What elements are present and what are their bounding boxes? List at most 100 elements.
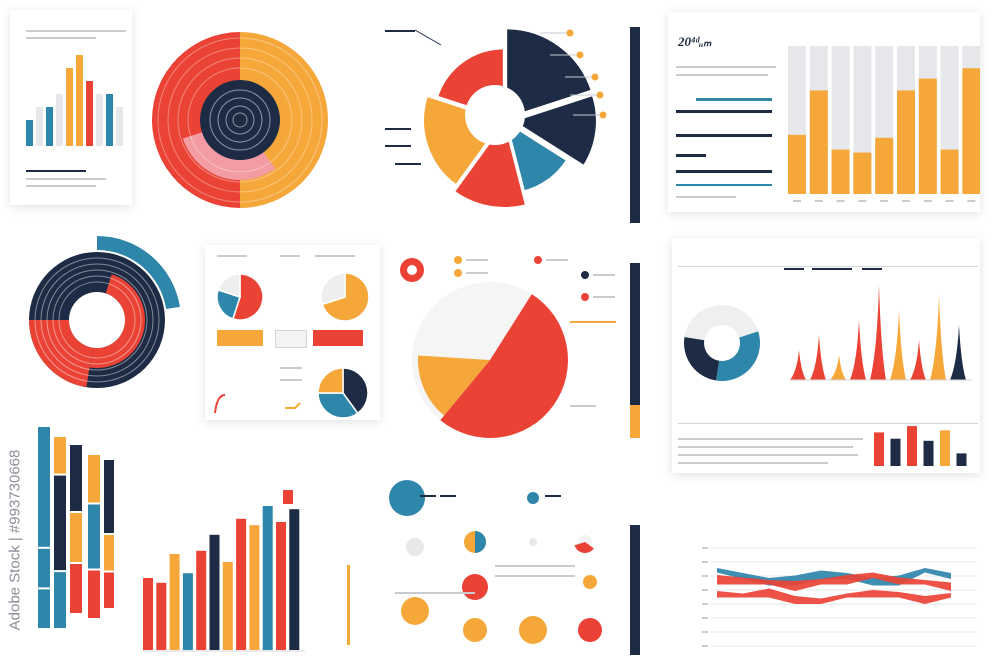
ring-line bbox=[58, 281, 136, 359]
panel-3-accent-line bbox=[676, 184, 772, 186]
header-label bbox=[832, 268, 852, 270]
stacked-bar bbox=[918, 78, 937, 194]
tall-bar-cap bbox=[283, 490, 293, 504]
p1-bar bbox=[86, 81, 93, 146]
stacked-bar bbox=[875, 137, 894, 194]
left-label bbox=[395, 163, 421, 165]
ring-line bbox=[46, 269, 148, 371]
tall-bar bbox=[209, 534, 220, 650]
pie-slice bbox=[452, 119, 528, 209]
x-tick-label bbox=[858, 200, 867, 202]
panel-5-label-line bbox=[315, 255, 355, 257]
tall-bar bbox=[236, 518, 247, 650]
column-segment bbox=[70, 564, 82, 613]
bubble bbox=[462, 574, 488, 600]
header-label bbox=[784, 268, 804, 270]
header-label bbox=[812, 268, 832, 270]
bubble bbox=[389, 480, 425, 516]
panel-6-card bbox=[390, 245, 640, 445]
column-segment bbox=[88, 504, 100, 569]
x-tick-label bbox=[814, 200, 823, 202]
panel-3-heading-line bbox=[676, 134, 772, 137]
text-line bbox=[395, 592, 475, 594]
p1-bar bbox=[46, 107, 53, 146]
bubble-chart bbox=[347, 480, 602, 645]
mini-pie-slice bbox=[317, 367, 344, 394]
mini-pie-slice bbox=[217, 273, 241, 299]
panel-1-rule bbox=[26, 37, 96, 39]
panel-2-card bbox=[345, 15, 640, 223]
panel-1-bar-chart bbox=[26, 55, 123, 146]
bubble-slice bbox=[574, 542, 594, 553]
small-bar bbox=[874, 432, 884, 466]
panel-5-label-line bbox=[217, 255, 247, 257]
legend-dot bbox=[581, 271, 589, 279]
panel-3-card: 20⁴ᵈᵤₘ bbox=[668, 12, 980, 212]
tall-bar bbox=[182, 573, 193, 650]
p1-bar bbox=[56, 94, 63, 146]
legend-label bbox=[466, 259, 488, 261]
x-tick-label bbox=[902, 200, 910, 202]
stacked-bar bbox=[940, 149, 959, 194]
bubble bbox=[529, 538, 537, 546]
column-segment bbox=[38, 548, 50, 588]
mini-pie-slice bbox=[320, 272, 346, 306]
pie-slice bbox=[505, 27, 594, 120]
panel-5-label-line bbox=[280, 379, 302, 381]
tall-bar bbox=[143, 578, 153, 650]
text-line bbox=[495, 565, 575, 567]
panel-1-rule bbox=[26, 30, 126, 32]
column-segment bbox=[38, 589, 50, 628]
x-tick-label bbox=[945, 200, 954, 202]
panel-7-rule bbox=[678, 266, 978, 267]
bubble bbox=[463, 618, 487, 642]
panel-11-card bbox=[672, 508, 982, 658]
p1-bar bbox=[36, 107, 43, 146]
spike bbox=[950, 325, 966, 380]
y-tick-label bbox=[702, 547, 708, 549]
stacked-bar bbox=[809, 90, 828, 194]
radial-ring bbox=[177, 57, 303, 183]
panel-3-heading-line bbox=[676, 170, 772, 173]
p1-bar bbox=[116, 107, 123, 146]
panel-7-rule bbox=[678, 423, 978, 424]
legend-label bbox=[593, 296, 615, 298]
y-tick-label bbox=[702, 589, 708, 591]
panel-3-heading-line bbox=[676, 110, 772, 113]
stacked-bar bbox=[831, 149, 850, 194]
legend-dot bbox=[566, 29, 574, 37]
panel-5-red-tag bbox=[313, 330, 363, 346]
panel-5-label-line bbox=[280, 255, 300, 257]
p1-bar bbox=[66, 68, 73, 146]
donut-and-spike-charts bbox=[684, 268, 972, 466]
spike bbox=[810, 335, 826, 380]
legend-label bbox=[546, 259, 568, 261]
ring-arc bbox=[97, 236, 180, 310]
spike bbox=[790, 350, 806, 380]
stream-band bbox=[717, 588, 951, 604]
column-segment bbox=[70, 513, 82, 562]
donut-slice bbox=[716, 331, 760, 381]
stacked-bar bbox=[853, 152, 872, 194]
mini-pie-charts bbox=[214, 272, 370, 419]
tall-bar-chart bbox=[143, 490, 305, 652]
tall-bar bbox=[289, 509, 300, 650]
x-tick-label bbox=[923, 200, 932, 202]
text-line bbox=[495, 575, 575, 577]
panel-10-side-bar bbox=[630, 525, 640, 655]
bubble bbox=[583, 575, 597, 589]
legend-dot bbox=[454, 256, 462, 264]
legend-ring-hole bbox=[407, 265, 417, 275]
column-segment bbox=[54, 437, 66, 474]
spike bbox=[870, 285, 886, 380]
p1-bar bbox=[76, 55, 83, 146]
small-bar bbox=[907, 426, 917, 466]
panel-6-side-bar-accent bbox=[630, 405, 640, 438]
column-segment bbox=[38, 427, 50, 547]
pie-slice bbox=[440, 294, 568, 438]
side-accent bbox=[347, 565, 350, 645]
stacked-bar-chart bbox=[788, 46, 980, 202]
mini-pie-slice bbox=[317, 392, 359, 419]
p1-bar bbox=[96, 94, 103, 146]
panel-3-year: 20⁴ᵈᵤₘ bbox=[678, 34, 712, 49]
